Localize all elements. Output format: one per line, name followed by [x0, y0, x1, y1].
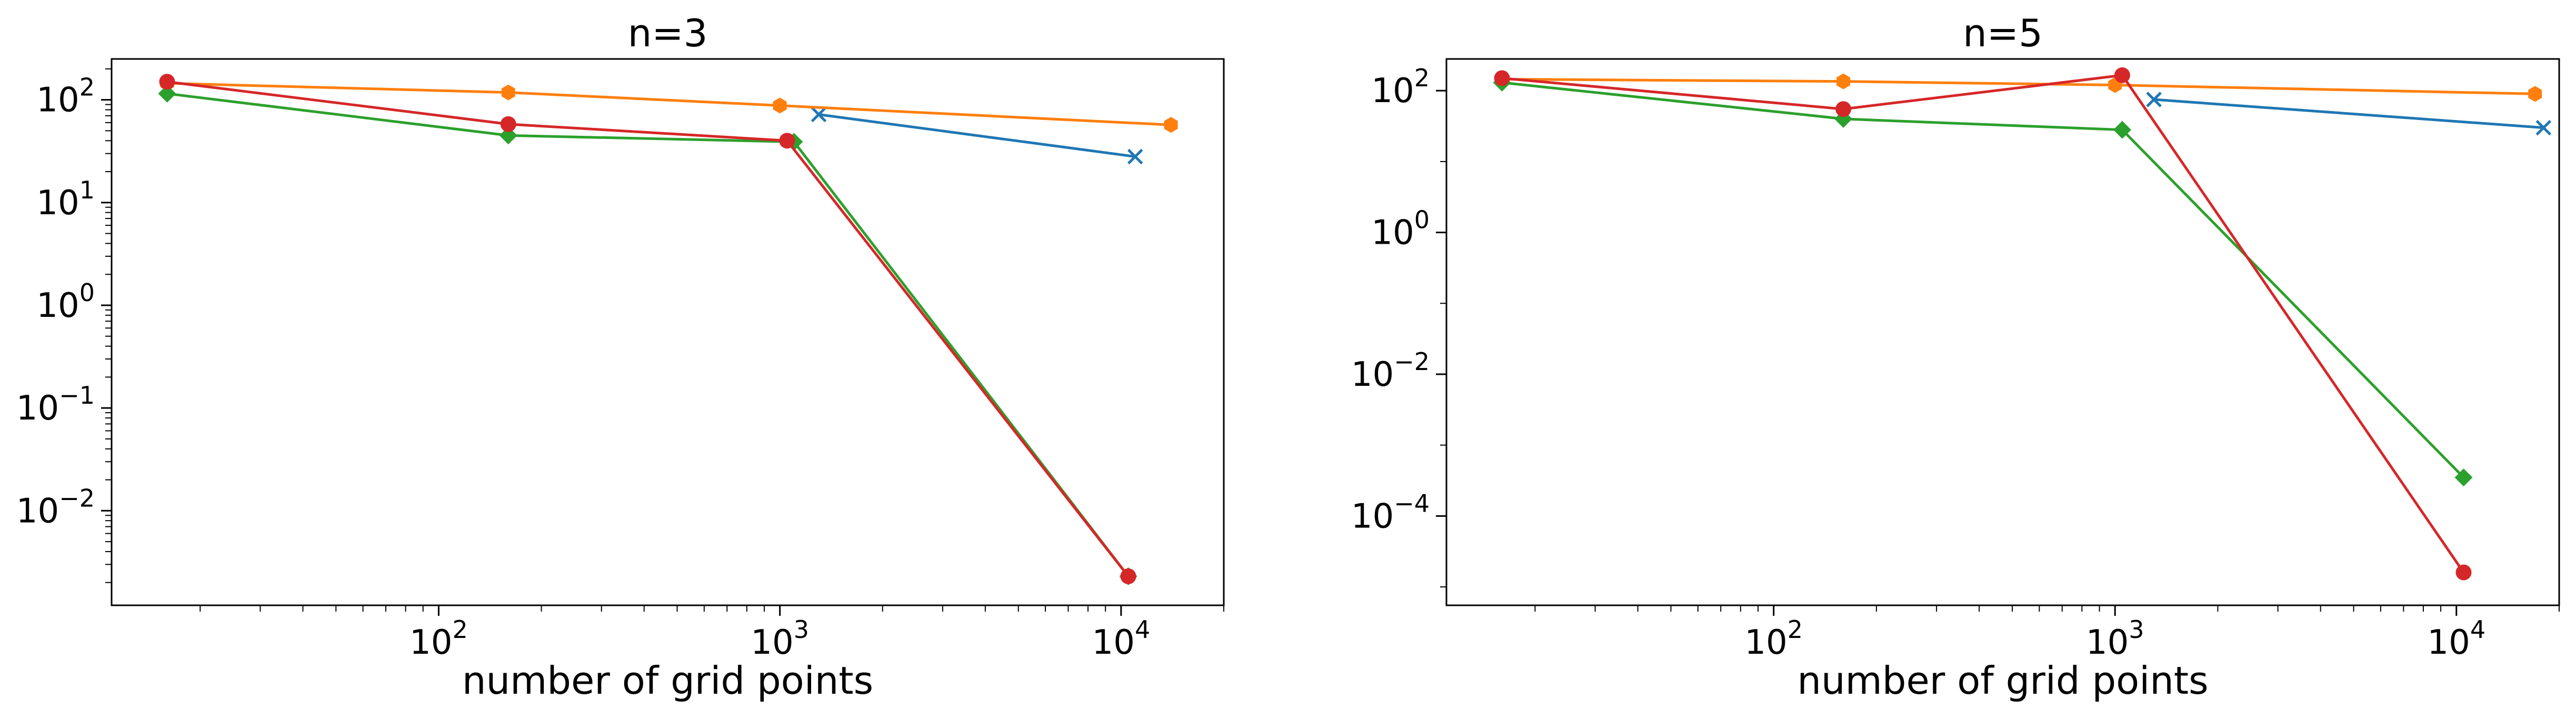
data-point-hexagon	[501, 84, 515, 101]
data-point-diamond	[2113, 121, 2131, 139]
series-line	[1502, 81, 2465, 478]
data-point-x	[2535, 119, 2552, 136]
data-point-circle	[779, 133, 795, 149]
y-tick-label: 10−2	[16, 484, 95, 531]
y-tick-label: 10−4	[1351, 489, 1430, 536]
series-line	[2153, 98, 2544, 129]
data-point-diamond	[2454, 468, 2473, 487]
data-point-diamond	[499, 126, 517, 145]
data-point-x	[1127, 148, 1143, 165]
x-axis-label: number of grid points	[462, 658, 873, 703]
data-point-circle	[500, 116, 516, 132]
series-green	[1493, 73, 2473, 487]
y-tick-label: 100	[36, 278, 95, 325]
data-point-circle	[2455, 564, 2472, 581]
data-point-hexagon	[773, 97, 787, 114]
x-tick-label: 104	[2427, 615, 2485, 662]
y-tick-label: 10−1	[16, 381, 95, 428]
x-tick-label: 102	[1744, 615, 1803, 662]
series-green	[158, 84, 1137, 585]
y-tick-label: 102	[36, 73, 95, 120]
series-red	[159, 74, 1136, 584]
series-red	[1494, 67, 2472, 581]
data-point-hexagon	[1836, 73, 1851, 89]
chart-title: n=5	[1963, 11, 2043, 55]
y-tick-label: 102	[1371, 64, 1430, 111]
data-point-x	[811, 106, 827, 123]
series-line	[167, 92, 1130, 577]
series-line	[167, 82, 1171, 126]
data-point-circle	[1494, 70, 1510, 86]
data-point-circle	[1120, 568, 1136, 584]
data-point-x	[2146, 92, 2162, 107]
data-point-circle	[2114, 67, 2130, 83]
chart-panel-n5: n=5 number of grid points 102 103 104 10−4 1…	[1351, 11, 2560, 703]
chart-panel-n3: n=3 number of grid points 102 103 104 10−2 1…	[16, 11, 1225, 703]
y-tick-label: 101	[36, 176, 95, 223]
data-point-circle	[1835, 101, 1852, 117]
series-line	[1502, 74, 2465, 573]
data-point-hexagon	[1164, 117, 1178, 133]
x-tick-label: 103	[2086, 615, 2144, 662]
x-tick-label: 104	[1092, 615, 1151, 662]
chart-title: n=3	[628, 11, 708, 55]
x-axis-label: number of grid points	[1797, 658, 2208, 703]
plot-frame	[111, 58, 1225, 606]
data-point-circle	[159, 74, 175, 90]
series-line	[818, 113, 1136, 158]
series-line	[1502, 77, 2535, 95]
series-orange	[160, 75, 1178, 133]
x-tick-label: 103	[751, 615, 809, 662]
series-line	[167, 80, 1130, 577]
y-tick-label: 100	[1371, 206, 1430, 253]
x-tick-label: 102	[410, 615, 468, 662]
plot-frame	[1445, 58, 2560, 606]
data-point-hexagon	[2528, 86, 2542, 102]
y-tick-label: 10−2	[1351, 347, 1430, 394]
series-blue	[2146, 92, 2552, 136]
series-blue	[811, 106, 1143, 165]
data-point-diamond	[158, 84, 176, 103]
